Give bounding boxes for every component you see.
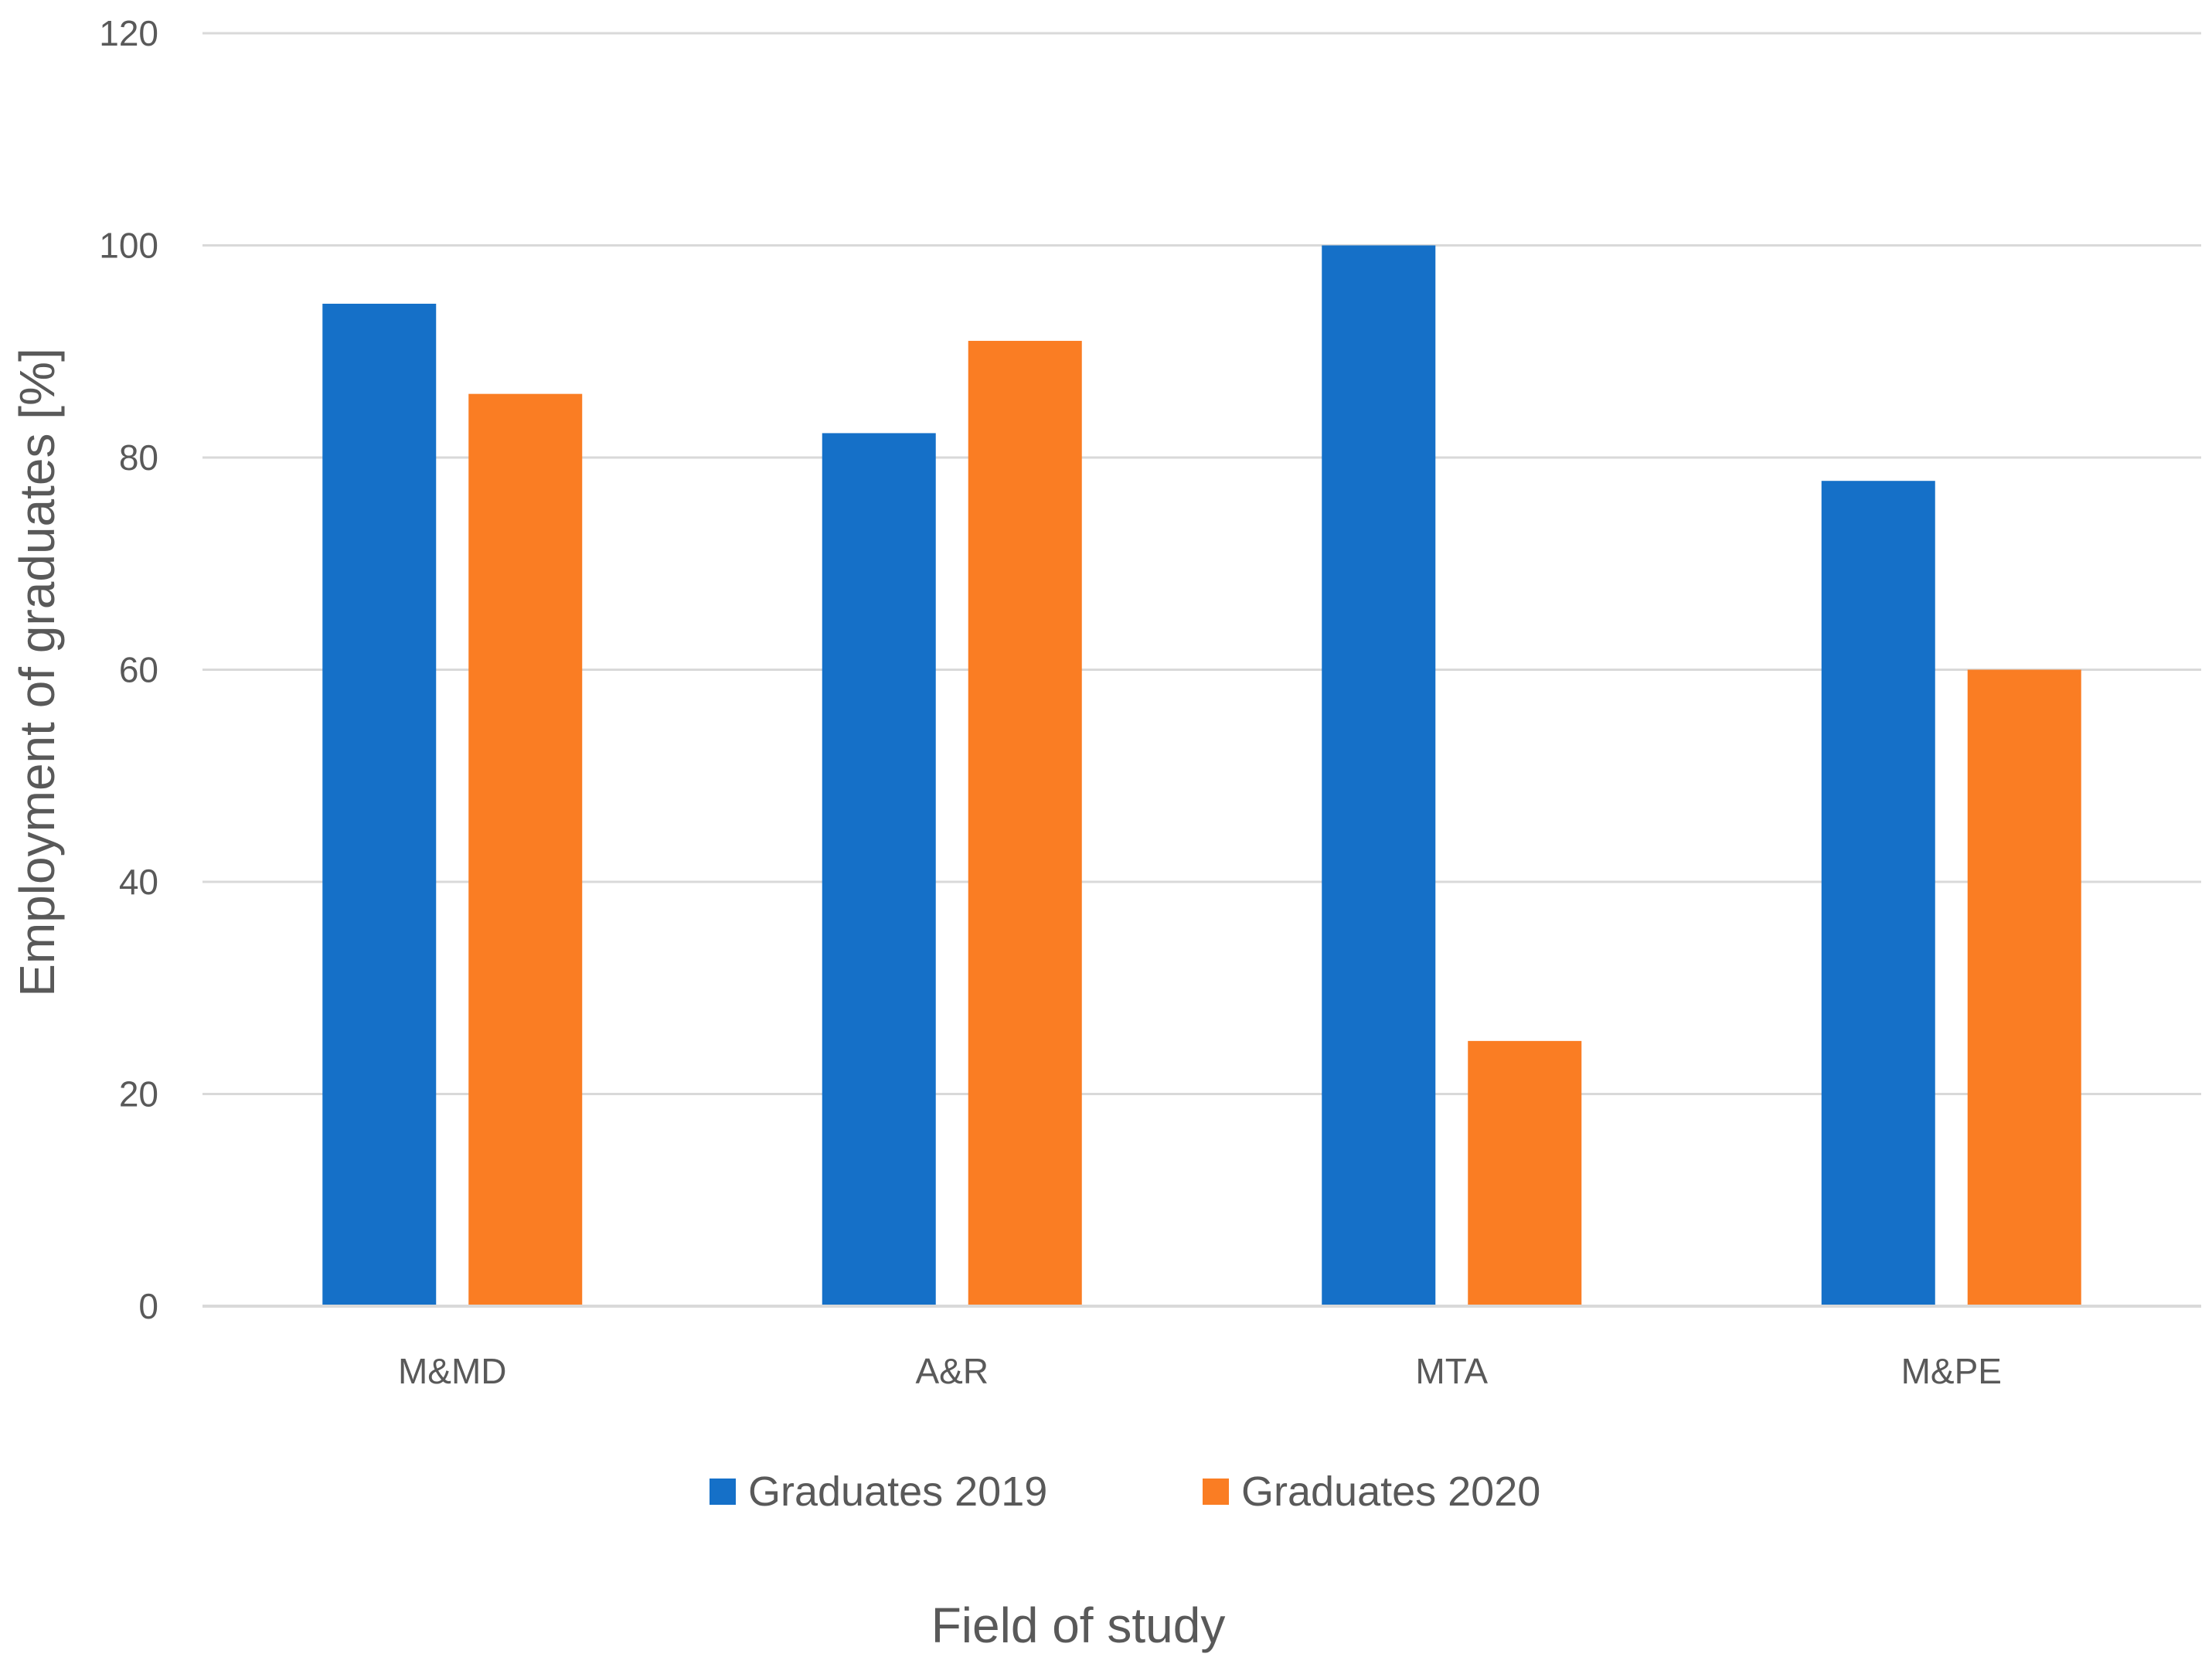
y-axis-title: Employment of graduates [%]: [9, 348, 65, 997]
x-tick-label: M&MD: [398, 1351, 507, 1391]
y-tick-label: 120: [99, 13, 158, 53]
x-axis-title: Field of study: [931, 1598, 1226, 1653]
y-tick-label: 100: [99, 226, 158, 266]
legend: Graduates 2019 Graduates 2020: [710, 1468, 1540, 1515]
x-tick-label: MTA: [1415, 1351, 1488, 1391]
x-axis-ticks: M&MD A&R MTA M&PE: [398, 1351, 2002, 1391]
bar-m-pe-2019: [1821, 481, 1935, 1306]
y-tick-label: 0: [138, 1286, 158, 1326]
bar-m-md-2019: [322, 303, 437, 1306]
y-tick-label: 40: [119, 862, 158, 902]
bars: [322, 245, 2081, 1306]
bar-a-r-2019: [822, 433, 936, 1306]
y-tick-label: 20: [119, 1074, 158, 1114]
x-tick-label: A&R: [915, 1351, 989, 1391]
legend-swatch: [1203, 1479, 1229, 1505]
x-tick-label: M&PE: [1901, 1351, 2002, 1391]
y-axis-ticks: 0 20 40 60 80 100 120: [99, 13, 158, 1326]
bar-m-md-2020: [468, 393, 583, 1306]
bar-m-pe-2020: [1967, 669, 2081, 1306]
bar-mta-2020: [1468, 1040, 1582, 1306]
y-tick-label: 80: [119, 437, 158, 478]
bar-a-r-2020: [968, 341, 1082, 1306]
legend-label: Graduates 2020: [1241, 1468, 1540, 1515]
legend-swatch: [710, 1479, 736, 1505]
legend-label: Graduates 2019: [748, 1468, 1047, 1515]
bar-mta-2019: [1322, 245, 1436, 1306]
y-tick-label: 60: [119, 650, 158, 690]
